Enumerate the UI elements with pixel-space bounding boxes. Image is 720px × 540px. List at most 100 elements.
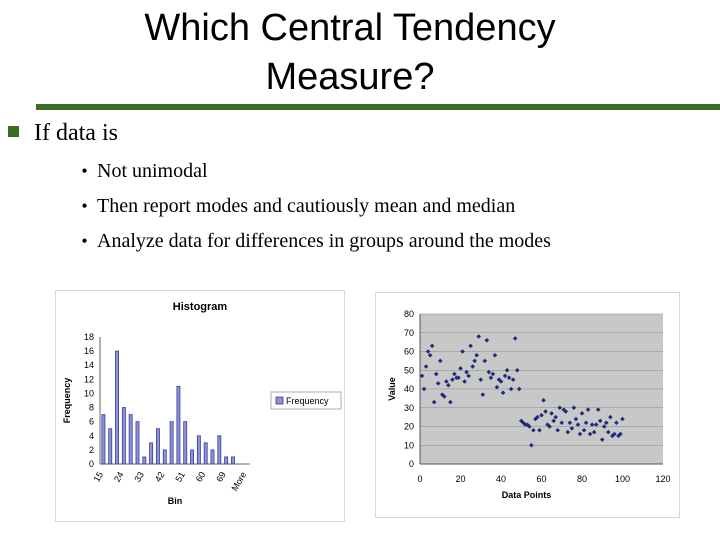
scatter-point: [466, 373, 471, 379]
legend-label: Frequency: [286, 396, 329, 406]
scatter-point: [585, 407, 591, 412]
histogram-title: Histogram: [173, 301, 228, 313]
slide-title-line-1: Which Central Tendency: [144, 7, 556, 49]
y-tick-label: 0: [89, 459, 94, 469]
x-axis-label: Data Points: [502, 490, 552, 500]
scatter-point: [555, 427, 560, 433]
scatter-point: [537, 427, 542, 433]
scatter-point: [456, 375, 461, 381]
histogram-bar: [142, 456, 147, 465]
scatter-point: [512, 336, 518, 341]
scatter-point: [597, 418, 603, 424]
x-tick-label: 51: [173, 470, 187, 484]
x-tick-label: 15: [91, 470, 105, 484]
x-tick-label: 120: [655, 474, 670, 484]
y-tick-label: 30: [404, 403, 414, 413]
histogram-bar: [210, 449, 215, 465]
histogram-bar: [162, 449, 167, 465]
scatter-point: [567, 420, 573, 426]
x-tick-label: 100: [615, 474, 630, 484]
scatter-point: [606, 429, 611, 435]
y-tick-label: 10: [404, 440, 414, 450]
scatter-point: [571, 405, 577, 411]
y-tick-label: 14: [84, 360, 94, 370]
scatter-point: [581, 427, 587, 433]
y-tick-label: 4: [89, 431, 94, 441]
y-tick-label: 0: [409, 459, 414, 469]
x-tick-label: 40: [496, 474, 506, 484]
sub-bullet-text: Then report modes and cautiously mean an…: [97, 195, 516, 217]
scatter-point: [565, 429, 571, 435]
y-tick-label: 2: [89, 445, 94, 455]
histogram-bar: [128, 414, 133, 465]
scatter-point: [553, 414, 558, 420]
slide-title-line-2: Measure?: [265, 56, 435, 98]
scatter-point: [591, 429, 597, 435]
scatter-point: [488, 375, 494, 381]
scatter-point: [577, 431, 583, 437]
x-tick-label: 69: [214, 470, 228, 484]
scatter-point: [478, 377, 484, 382]
scatter-point: [604, 420, 609, 426]
scatter-point: [612, 431, 617, 437]
scatter-point: [514, 367, 520, 373]
scatter-point: [543, 409, 548, 414]
x-tick-label: 33: [132, 470, 146, 484]
histogram-bar: [169, 421, 174, 465]
scatter-point: [516, 386, 522, 392]
scatter-point: [618, 431, 623, 437]
scatter-point: [504, 367, 510, 373]
x-tick-label: 42: [153, 470, 167, 484]
scatter-point: [450, 377, 455, 382]
x-tick-label: 60: [194, 470, 208, 484]
histogram-bar: [203, 442, 208, 465]
histogram-bar: [183, 421, 188, 465]
bullet-square-icon: [8, 126, 19, 137]
scatter-point: [486, 369, 492, 375]
scatter-point: [446, 382, 451, 388]
scatter-chart: 0 10 20 30 40 50 60 70 80 0 20 40 60 80 100 120 Data Poi…: [375, 292, 680, 518]
scatter-point: [500, 390, 506, 396]
bullet-dot-icon: •: [81, 161, 88, 181]
scatter-point: [419, 373, 425, 379]
y-tick-label: 18: [84, 332, 94, 342]
histogram-bar: [121, 407, 126, 465]
histogram-bar: [231, 456, 235, 465]
x-tick-label: 80: [577, 474, 587, 484]
scatter-point: [480, 392, 486, 397]
scatter-point: [587, 431, 593, 437]
scatter-point: [448, 399, 453, 405]
scatter-point: [439, 392, 445, 397]
histogram-bar: [224, 456, 229, 465]
scatter-point: [425, 349, 431, 354]
sub-bullet-2: • Then report modes and cautiously mean a…: [80, 195, 515, 218]
scatter-point: [614, 420, 619, 426]
y-tick-label: 20: [404, 422, 414, 432]
y-tick-label: 40: [404, 384, 414, 394]
y-axis-label: Frequency: [62, 378, 72, 424]
y-tick-label: 8: [89, 403, 94, 413]
scatter-point: [476, 334, 482, 339]
sub-bullet-text: Not unimodal: [97, 160, 208, 182]
histogram-bar: [176, 385, 181, 465]
histogram-bar: [115, 350, 119, 465]
scatter-point: [468, 343, 473, 349]
y-tick-label: 6: [89, 417, 94, 427]
sub-bullet-1: • Not unimodal: [80, 160, 208, 183]
sub-bullet-3: • Analyze data for differences in groups …: [80, 230, 551, 253]
scatter-point: [608, 414, 613, 420]
scatter-point: [531, 427, 536, 433]
main-bullet-text: If data is: [34, 120, 118, 146]
histogram-bar: [149, 442, 154, 465]
y-tick-label: 12: [84, 374, 94, 384]
scatter-point: [575, 422, 581, 427]
y-tick-label: 10: [84, 388, 94, 398]
x-tick-label: 20: [455, 474, 465, 484]
bullet-dot-icon: •: [81, 231, 88, 251]
scatter-point: [527, 424, 532, 429]
x-tick-label: 0: [417, 474, 422, 484]
scatter-point: [583, 420, 589, 426]
scatter-point: [458, 366, 463, 371]
histogram-bar: [156, 428, 160, 465]
